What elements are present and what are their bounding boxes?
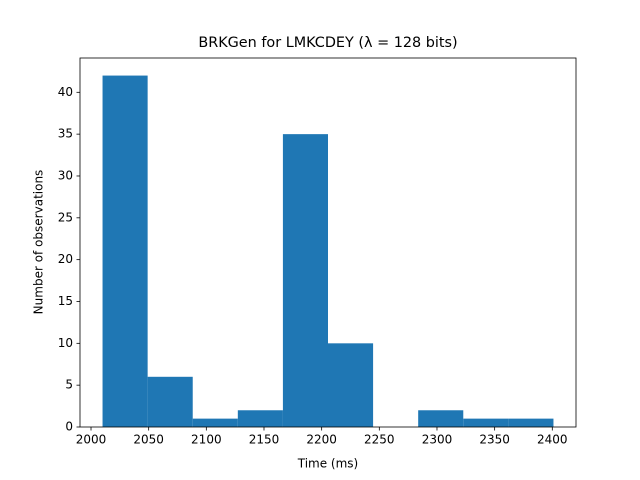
chart-title: BRKGen for LMKCDEY (λ = 128 bits) bbox=[198, 35, 457, 51]
x-tick-label: 2050 bbox=[133, 433, 164, 447]
y-tick-label: 25 bbox=[58, 210, 73, 224]
x-axis-label: Time (ms) bbox=[297, 457, 359, 471]
bar bbox=[328, 343, 374, 427]
x-tick-label: 2300 bbox=[422, 433, 453, 447]
bar bbox=[418, 410, 464, 427]
y-tick-label: 0 bbox=[65, 420, 73, 434]
x-tick-label: 2200 bbox=[306, 433, 337, 447]
x-tick-label: 2400 bbox=[537, 433, 568, 447]
x-tick-label: 2000 bbox=[76, 433, 107, 447]
bar bbox=[463, 418, 509, 427]
plot-frame bbox=[79, 57, 577, 428]
bar bbox=[147, 376, 193, 427]
x-tick-label: 2100 bbox=[191, 433, 222, 447]
bar bbox=[508, 418, 554, 427]
y-tick-label: 30 bbox=[58, 168, 73, 182]
bar bbox=[102, 75, 148, 428]
y-tick-label: 20 bbox=[58, 252, 73, 266]
y-axis-label: Number of observations bbox=[32, 170, 46, 315]
y-tick-label: 35 bbox=[58, 127, 73, 141]
x-tick-label: 2250 bbox=[364, 433, 395, 447]
bar bbox=[282, 134, 328, 427]
bar bbox=[237, 410, 283, 427]
bar bbox=[192, 418, 238, 427]
y-tick-label: 5 bbox=[65, 378, 73, 392]
y-tick-label: 15 bbox=[58, 294, 73, 308]
x-tick-label: 2150 bbox=[249, 433, 280, 447]
x-tick-label: 2350 bbox=[479, 433, 510, 447]
y-tick-label: 10 bbox=[58, 336, 73, 350]
y-tick-label: 40 bbox=[58, 85, 73, 99]
